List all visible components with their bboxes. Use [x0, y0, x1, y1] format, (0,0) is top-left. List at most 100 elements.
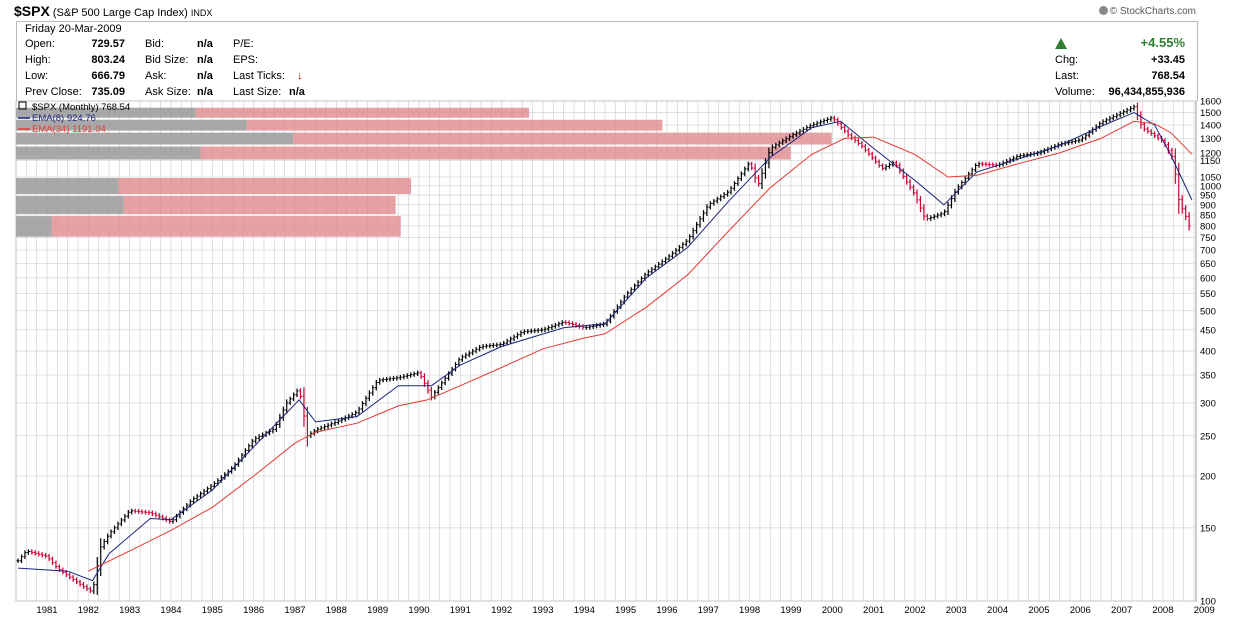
y-tick-label: 100 [1200, 597, 1216, 608]
y-tick-label: 1150 [1200, 156, 1220, 167]
x-tick-label: 2009 [1194, 605, 1215, 616]
stockcharts-logo-icon [1098, 6, 1108, 15]
legend-ema34: EMA(34) 1191.04 [32, 124, 106, 135]
y-tick-label: 450 [1200, 325, 1216, 336]
x-tick-label: 1987 [284, 605, 305, 616]
y-tick-label: 800 [1200, 222, 1216, 233]
x-tick-label: 1996 [656, 605, 677, 616]
last-value: 768.54 [1151, 70, 1185, 82]
y-tick-label: 150 [1200, 523, 1216, 534]
x-tick-label: 2008 [1152, 605, 1173, 616]
x-tick-label: 2000 [822, 605, 843, 616]
y-tick-label: 1300 [1200, 134, 1221, 145]
ask-size-label: Ask Size: [145, 86, 191, 98]
vbp-bar-down [293, 132, 832, 145]
high-value: 803.24 [91, 54, 125, 66]
y-tick-label: 300 [1200, 398, 1216, 409]
y-tick-label: 1200 [1200, 148, 1221, 159]
y-tick-label: 850 [1200, 211, 1216, 222]
vbp-bar-up [16, 119, 247, 131]
y-tick-label: 1000 [1200, 181, 1221, 192]
legend-main: $SPX (Monthly) 768.54 [32, 102, 130, 113]
ask-value: n/a [197, 70, 213, 82]
x-tick-label: 1994 [574, 605, 595, 616]
x-tick-label: 1999 [780, 605, 801, 616]
x-tick-label: 2004 [987, 605, 1008, 616]
chart-title: $SPX (S&P 500 Large Cap Index) INDX [14, 3, 212, 19]
vbp-bar-up [16, 107, 196, 118]
x-tick-label: 1988 [326, 605, 347, 616]
x-tick-label: 1990 [408, 605, 429, 616]
prev-close-value: 735.09 [91, 86, 125, 98]
x-tick-label: 2005 [1028, 605, 1049, 616]
vbp-bar-up [16, 132, 294, 145]
x-tick-label: 2006 [1070, 605, 1091, 616]
y-tick-label: 650 [1200, 259, 1216, 270]
y-tick-label: 500 [1200, 306, 1216, 317]
vbp-bar-up [16, 177, 119, 195]
last-size-value: n/a [289, 86, 305, 98]
y-tick-label: 600 [1200, 273, 1216, 284]
bid-size-label: Bid Size: [145, 54, 189, 66]
vbp-bar-down [123, 196, 396, 215]
vbp-bar-up [16, 196, 124, 215]
low-value: 666.79 [91, 70, 125, 82]
quote-panel: Friday 20-Mar-2009 Open: 729.57 High: 80… [16, 21, 1198, 101]
prev-close-label: Prev Close: [25, 86, 82, 98]
vbp-bar-down [51, 216, 401, 237]
y-tick-label: 1050 [1200, 172, 1221, 183]
y-tick-label: 950 [1200, 191, 1216, 202]
x-tick-label: 1992 [491, 605, 512, 616]
open-value: 729.57 [91, 38, 125, 50]
y-tick-label: 700 [1200, 246, 1216, 257]
low-label: Low: [25, 70, 49, 82]
ema8-line [18, 112, 1193, 582]
x-tick-label: 1982 [78, 605, 99, 616]
security-name: (S&P 500 Large Cap Index) [52, 7, 188, 19]
symbol: $SPX [14, 3, 50, 19]
down-arrow-icon: ↓ [297, 70, 303, 82]
last-size-label: Last Size: [233, 86, 282, 98]
x-tick-label: 1985 [202, 605, 223, 616]
pe-label: P/E: [233, 38, 254, 50]
x-tick-label: 2007 [1111, 605, 1132, 616]
vbp-bar-down [118, 177, 412, 195]
legend-ema8: EMA(8) 924.76 [32, 113, 96, 124]
percent-change: +4.55% [1140, 35, 1185, 50]
quote-date: Friday 20-Mar-2009 [25, 23, 122, 35]
ask-label: Ask: [145, 70, 167, 82]
x-tick-label: 2003 [946, 605, 967, 616]
high-label: High: [25, 54, 51, 66]
volume-label: Volume: [1055, 86, 1095, 98]
y-tick-label: 350 [1200, 371, 1216, 382]
last-ticks-label: Last Ticks: [233, 70, 285, 82]
x-tick-label: 1998 [739, 605, 760, 616]
vbp-bar-up [16, 216, 52, 237]
x-tick-label: 1997 [698, 605, 719, 616]
credit[interactable]: © StockCharts.com [1098, 6, 1196, 17]
open-label: Open: [25, 38, 55, 50]
bid-label: Bid: [145, 38, 164, 50]
y-tick-label: 250 [1200, 431, 1216, 442]
x-tick-label: 1981 [36, 605, 57, 616]
vbp-bar-down [195, 107, 530, 118]
y-tick-label: 550 [1200, 289, 1216, 300]
y-tick-label: 1600 [1200, 97, 1221, 108]
x-tick-label: 2001 [863, 605, 884, 616]
y-tick-label: 1400 [1200, 121, 1221, 132]
vbp-bar-down [200, 146, 791, 160]
y-tick-label: 400 [1200, 347, 1216, 358]
x-tick-label: 1989 [367, 605, 388, 616]
x-tick-label: 1993 [532, 605, 553, 616]
x-tick-label: 1984 [160, 605, 181, 616]
legend-main-icon [18, 101, 27, 110]
eps-label: EPS: [233, 54, 259, 66]
y-tick-label: 750 [1200, 233, 1216, 244]
chg-value: +33.45 [1151, 54, 1185, 66]
y-tick-label: 900 [1200, 200, 1216, 211]
chg-label: Chg: [1055, 54, 1079, 66]
exchange: INDX [190, 8, 213, 18]
x-tick-label: 1991 [450, 605, 471, 616]
last-label: Last: [1055, 70, 1079, 82]
